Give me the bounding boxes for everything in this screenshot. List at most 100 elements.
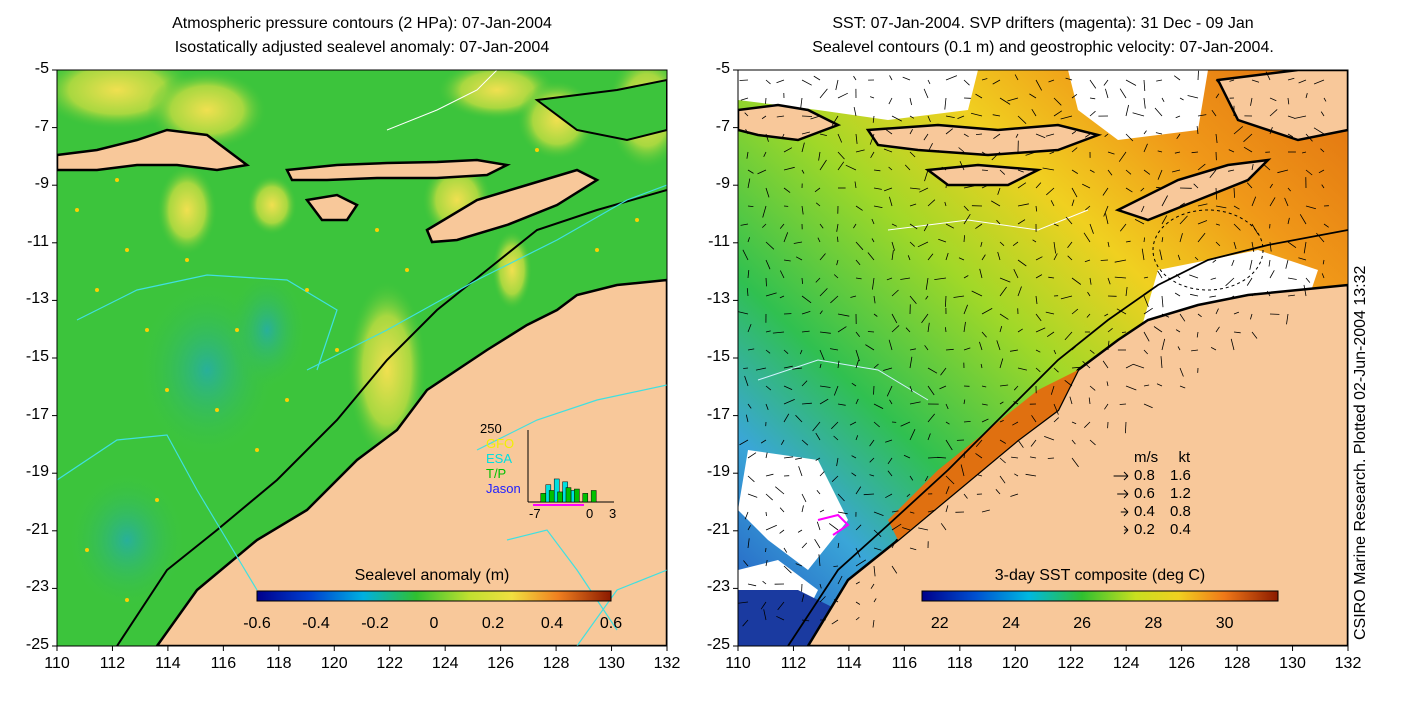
velocity-arrow	[1044, 436, 1055, 441]
velocity-arrow	[1089, 277, 1092, 285]
velocity-arrow	[1197, 163, 1206, 171]
velocity-arrow	[927, 115, 931, 123]
velocity-arrow	[836, 223, 839, 232]
velocity-arrow	[953, 295, 965, 298]
velocity-legend-ms-header: m/s	[1134, 449, 1159, 466]
velocity-arrow	[1215, 187, 1218, 200]
velocity-arrow	[1215, 241, 1221, 247]
velocity-arrow	[945, 115, 955, 118]
velocity-legend-kt: 0.8	[1170, 503, 1191, 520]
velocity-legend-kt: 1.2	[1170, 485, 1191, 502]
velocity-arrow	[1105, 213, 1109, 225]
velocity-arrow	[801, 594, 805, 603]
velocity-arrow	[889, 399, 893, 405]
velocity-arrow	[1017, 115, 1027, 124]
velocity-arrow	[1143, 295, 1149, 307]
velocity-arrow	[746, 151, 749, 159]
velocity-arrow	[963, 321, 966, 333]
sealevel-map	[57, 70, 667, 646]
velocity-arrow	[799, 349, 803, 355]
velocity-arrow	[1053, 241, 1056, 254]
velocity-arrow	[783, 399, 795, 405]
velocity-arrow	[960, 464, 965, 477]
velocity-arrow	[945, 439, 953, 451]
velocity-arrow	[999, 313, 1009, 320]
velocity-arrow	[765, 560, 768, 567]
velocity-arrow	[762, 580, 767, 585]
velocity-arrow	[945, 403, 949, 410]
histogram-legend-item: T/P	[486, 466, 507, 481]
velocity-arrow	[1133, 363, 1145, 369]
velocity-arrow	[1143, 403, 1153, 409]
velocity-arrow	[1053, 223, 1059, 227]
velocity-arrow	[1119, 88, 1127, 99]
velocity-arrow	[886, 277, 893, 281]
velocity-arrow	[889, 196, 893, 207]
velocity-arrow	[945, 348, 954, 351]
velocity-arrow	[801, 295, 812, 304]
velocity-arrow	[1143, 79, 1146, 92]
velocity-arrow	[1035, 313, 1042, 322]
velocity-arrow	[909, 385, 913, 393]
velocity-arrow	[1285, 259, 1289, 269]
velocity-arrow	[1084, 133, 1091, 138]
velocity-arrow	[1197, 114, 1207, 117]
velocity-arrow	[1071, 93, 1078, 99]
velocity-arrow	[1025, 151, 1037, 156]
left-title-line1: Atmospheric pressure contours (2 HPa): 0…	[172, 15, 552, 32]
velocity-arrow	[923, 88, 929, 99]
velocity-arrow	[1071, 366, 1082, 369]
velocity-arrow	[836, 457, 839, 467]
velocity-arrow	[900, 421, 911, 427]
sealevel-colorbar-tick-label: 0.6	[599, 615, 623, 632]
velocity-arrow	[1230, 295, 1235, 299]
velocity-arrow	[885, 439, 893, 443]
velocity-arrow	[963, 275, 969, 279]
velocity-arrow	[1035, 182, 1042, 189]
velocity-arrow	[971, 290, 983, 297]
velocity-arrow	[869, 96, 875, 99]
velocity-arrow	[1287, 241, 1297, 249]
velocity-arrow	[891, 510, 899, 513]
velocity-arrow	[1141, 248, 1145, 261]
velocity-arrow	[1269, 197, 1276, 207]
histogram-bar-T/P	[574, 488, 580, 503]
velocity-arrow	[1065, 216, 1073, 225]
velocity-arrow	[1053, 367, 1059, 373]
velocity-arrow	[999, 401, 1004, 405]
velocity-arrow	[765, 292, 777, 297]
velocity-arrow	[831, 619, 839, 625]
velocity-arrow	[1086, 313, 1091, 318]
velocity-arrow	[1179, 233, 1183, 243]
velocity-arrow	[927, 413, 936, 423]
velocity-arrow	[837, 236, 839, 243]
velocity-arrow	[783, 187, 791, 193]
velocity-arrow	[1313, 127, 1325, 135]
velocity-legend-ms: 0.6	[1134, 485, 1155, 502]
velocity-arrow	[1125, 204, 1130, 207]
velocity-arrow	[1191, 349, 1199, 352]
velocity-arrow	[1269, 126, 1273, 135]
velocity-legend-arrow	[1113, 471, 1129, 481]
velocity-arrow	[918, 527, 929, 531]
velocity-arrow	[1251, 292, 1256, 297]
sealevel-map-svg	[57, 70, 667, 646]
velocity-arrow	[776, 115, 785, 118]
velocity-arrow	[921, 313, 929, 324]
histogram-legend-item: ESA	[486, 451, 513, 466]
velocity-arrow	[891, 289, 899, 297]
velocity-arrow	[1042, 167, 1055, 171]
velocity-arrow	[819, 223, 824, 229]
velocity-arrow	[1229, 79, 1235, 82]
velocity-arrow	[1197, 232, 1206, 243]
velocity-arrow	[855, 398, 859, 405]
velocity-arrow	[1215, 308, 1219, 315]
velocity-arrow	[909, 187, 921, 190]
velocity-arrow	[779, 270, 785, 279]
velocity-arrow	[1082, 183, 1091, 189]
velocity-arrow	[855, 359, 859, 369]
velocity-arrow	[1209, 169, 1217, 178]
velocity-arrow	[1287, 277, 1297, 280]
velocity-arrow	[1107, 151, 1115, 155]
velocity-arrow	[1209, 295, 1217, 298]
